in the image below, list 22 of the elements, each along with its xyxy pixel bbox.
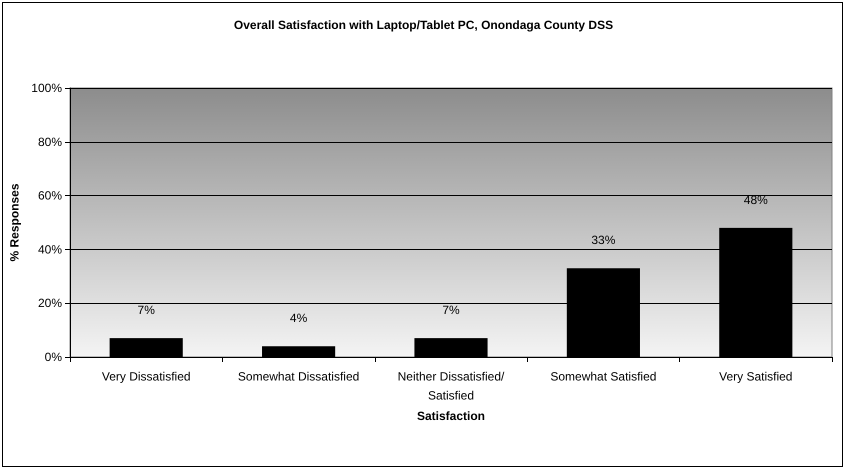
y-tick-label: 40% xyxy=(38,242,62,256)
y-axis-title: % Responses xyxy=(7,183,22,262)
data-label: 4% xyxy=(290,311,308,326)
x-tick-label: Somewhat Dissatisfied xyxy=(238,370,360,384)
data-label: 7% xyxy=(138,303,156,318)
data-label: 7% xyxy=(442,303,460,318)
x-axis-title: Satisfaction xyxy=(416,408,486,423)
bar xyxy=(414,338,488,357)
x-tick-label: Somewhat Satisfied xyxy=(550,370,656,384)
x-tick-label: Very Dissatisfied xyxy=(102,370,191,384)
bar xyxy=(110,338,183,357)
chart-title: Overall Satisfaction with Laptop/Tablet PC, Onondaga County DSS xyxy=(234,18,614,32)
y-tick-label: 0% xyxy=(44,350,62,364)
data-label: 33% xyxy=(591,233,616,248)
y-tick-label: 60% xyxy=(38,188,62,203)
y-tick-label: 80% xyxy=(38,134,62,149)
x-tick-label: Very Satisfied xyxy=(719,370,792,384)
x-tick-label: Neither Dissatisfied/Satisfied xyxy=(398,370,506,402)
data-label: 48% xyxy=(744,192,768,207)
y-tick-label: 20% xyxy=(38,296,62,310)
y-tick-label: 100% xyxy=(31,81,62,95)
bar xyxy=(262,346,336,357)
